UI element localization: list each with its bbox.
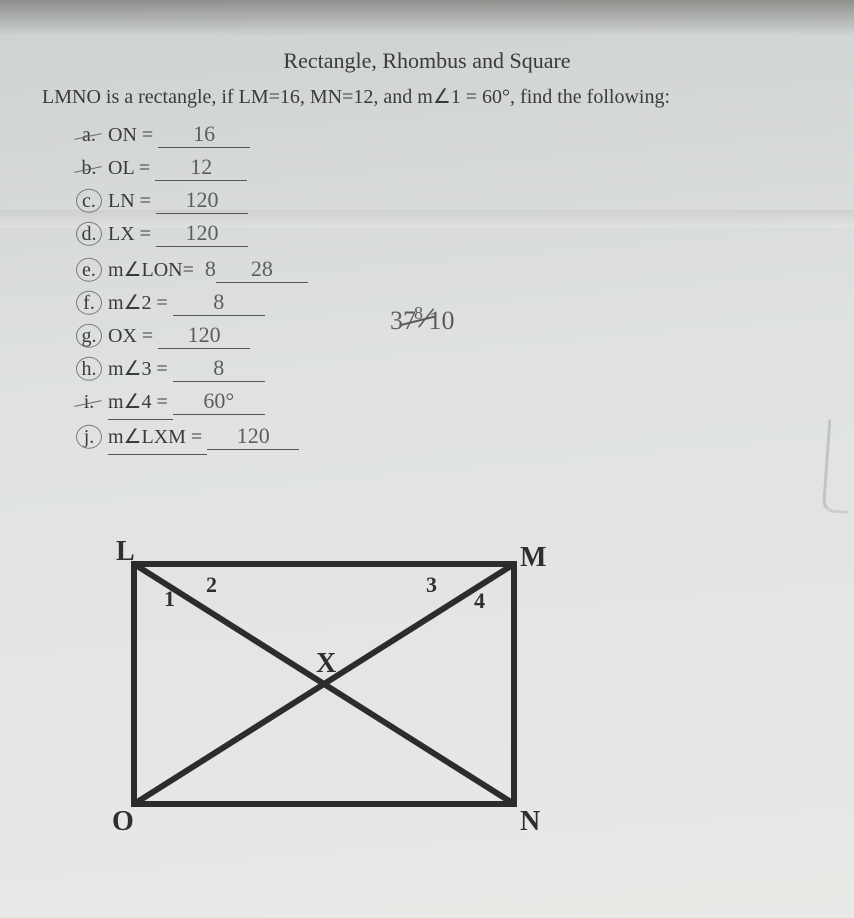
angle-1: 1 (164, 586, 175, 611)
diagram-svg: L M O N X 1 2 3 4 (110, 540, 550, 850)
worksheet-page: Rectangle, Rhombus and Square LMNO is a … (0, 0, 854, 918)
center-x: X (316, 648, 336, 679)
question-text: m∠LXM = (108, 422, 207, 455)
rectangle-diagram: L M O N X 1 2 3 4 (110, 540, 550, 855)
answer-blank: 28 (216, 257, 308, 283)
question-list: a.ON = 16b.OL = 12c.LN = 120d.LX = 120e.… (76, 120, 308, 457)
corner-l: L (116, 540, 135, 567)
question-row: f.m∠2 = 8 (76, 288, 308, 319)
answer-blank: 60° (173, 389, 265, 415)
answer-blank: 120 (156, 188, 248, 214)
margin-scribble (822, 419, 854, 514)
question-label: e. (76, 255, 102, 286)
question-text: OL = (108, 153, 155, 184)
score-struck-digit: 7 (403, 306, 416, 335)
answer-blank: 8 (173, 356, 265, 382)
angle-4: 4 (474, 588, 485, 613)
answer-trail: 8 (205, 252, 216, 286)
question-text: m∠LON= (108, 255, 199, 286)
question-row: j.m∠LXM = 120 (76, 422, 308, 455)
score-first-digit: 3 (390, 306, 403, 335)
question-label: a. (76, 120, 102, 151)
answer-blank: 16 (158, 122, 250, 148)
question-label: g. (76, 321, 102, 352)
question-row: i.m∠4 = 60° (76, 387, 308, 420)
question-label: c. (76, 186, 102, 217)
question-row: b.OL = 12 (76, 153, 308, 184)
top-shadow (0, 0, 854, 36)
question-row: h.m∠3 = 8 (76, 354, 308, 385)
question-text: ON = (108, 120, 158, 151)
question-label: j. (76, 422, 102, 453)
question-label: f. (76, 288, 102, 319)
question-row: g.OX = 120 (76, 321, 308, 352)
corner-m: M (520, 542, 546, 573)
angle-3: 3 (426, 572, 437, 597)
score-annotation: 378/10 (390, 300, 454, 338)
answer-blank: 120 (158, 323, 250, 349)
question-label: h. (76, 354, 102, 385)
question-text: LN = (108, 186, 156, 217)
question-row: a.ON = 16 (76, 120, 308, 151)
corner-o: O (112, 806, 134, 837)
answer-blank: 120 (156, 221, 248, 247)
question-row: c.LN = 120 (76, 186, 308, 217)
question-text: m∠3 = (108, 354, 173, 385)
question-label: i. (76, 387, 102, 418)
given-statement: LMNO is a rectangle, if LM=16, MN=12, an… (42, 84, 670, 109)
corner-n: N (520, 806, 540, 837)
question-text: m∠2 = (108, 288, 173, 319)
question-label: b. (76, 153, 102, 184)
question-text: m∠4 = (108, 387, 173, 420)
question-label: d. (76, 219, 102, 250)
question-text: LX = (108, 219, 156, 250)
question-row: e.m∠LON= 828 (76, 252, 308, 286)
answer-blank: 120 (207, 424, 299, 450)
answer-blank: 12 (155, 155, 247, 181)
page-title: Rectangle, Rhombus and Square (0, 48, 854, 74)
answer-blank: 8 (173, 290, 265, 316)
question-row: d.LX = 120 (76, 219, 308, 250)
question-text: OX = (108, 321, 158, 352)
angle-2: 2 (206, 572, 217, 597)
